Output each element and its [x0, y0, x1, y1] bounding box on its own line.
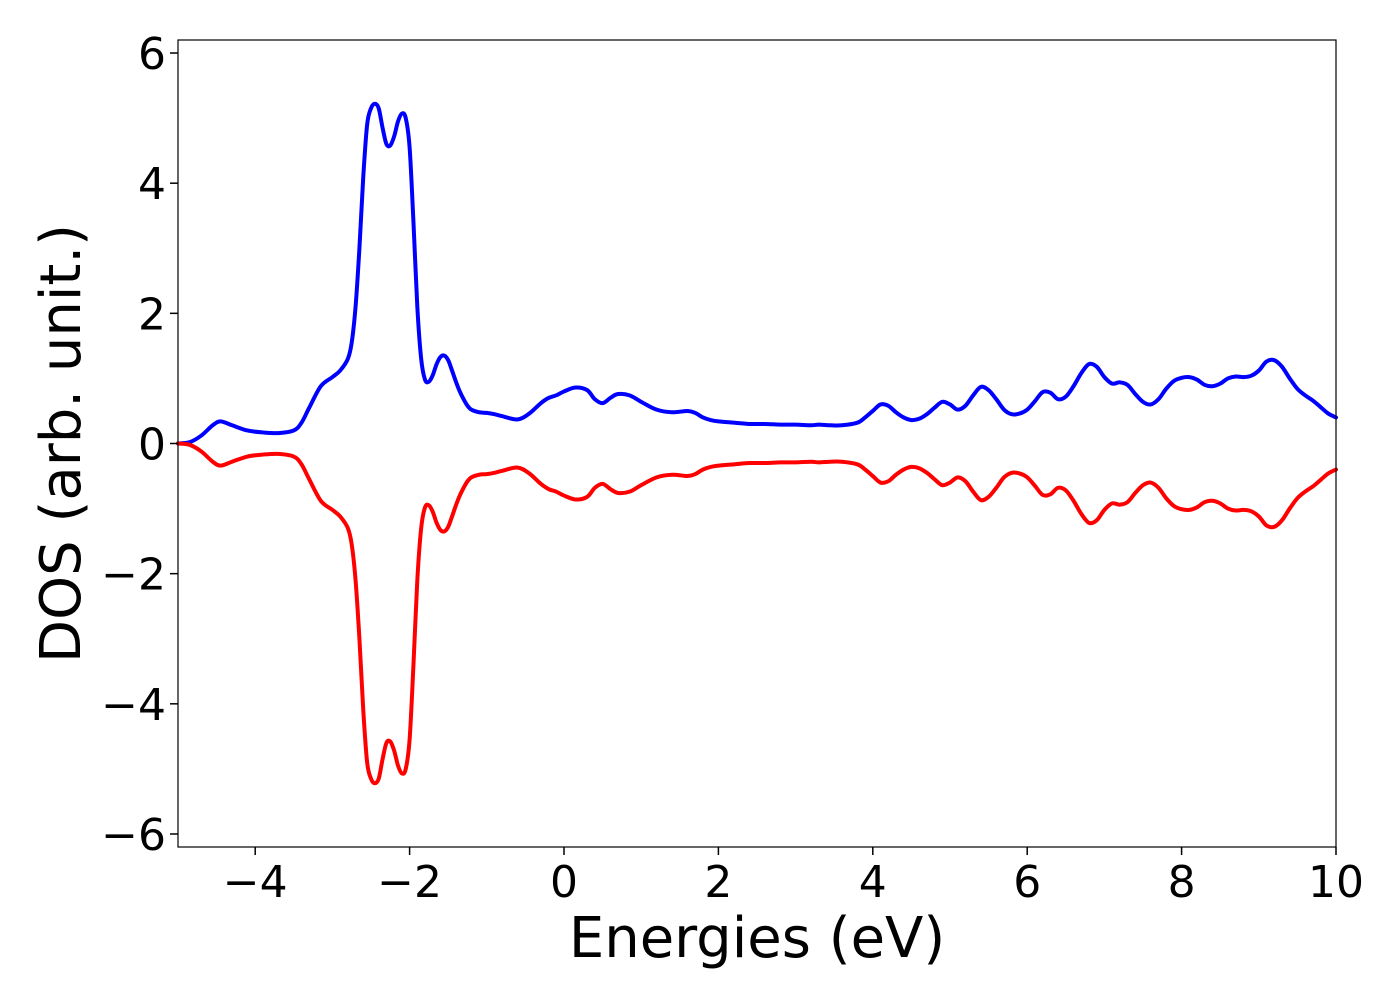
y-tick-label: −6: [101, 810, 166, 861]
x-tick-label: −2: [377, 857, 442, 908]
y-axis-title: DOS (arb. unit.): [29, 224, 94, 663]
y-tick-label: −2: [101, 550, 166, 601]
x-tick-label: −4: [223, 857, 288, 908]
x-tick-label: 0: [550, 857, 578, 908]
x-tick-label: 2: [704, 857, 732, 908]
tick-layer: −4 −2 0 2 4 6 8 10 −6 −4 −2 0 2 4 6: [101, 29, 1364, 908]
y-tick-label: 0: [138, 420, 166, 471]
plot-area-frame: [177, 39, 1337, 848]
y-tick-label: 4: [138, 159, 166, 210]
x-tick-label: 4: [859, 857, 887, 908]
x-axis-title: Energies (eV): [569, 906, 945, 971]
x-tick-label: 8: [1168, 857, 1196, 908]
y-tick-label: 6: [138, 29, 166, 80]
y-tick-label: −4: [101, 680, 166, 731]
series-layer: [176, 101, 1338, 786]
y-tick-label: 2: [138, 289, 166, 340]
x-tick-label: 6: [1013, 857, 1041, 908]
series-line-up: [176, 101, 1338, 446]
series-line-down: [176, 441, 1338, 786]
x-tick-label: 10: [1308, 857, 1364, 908]
